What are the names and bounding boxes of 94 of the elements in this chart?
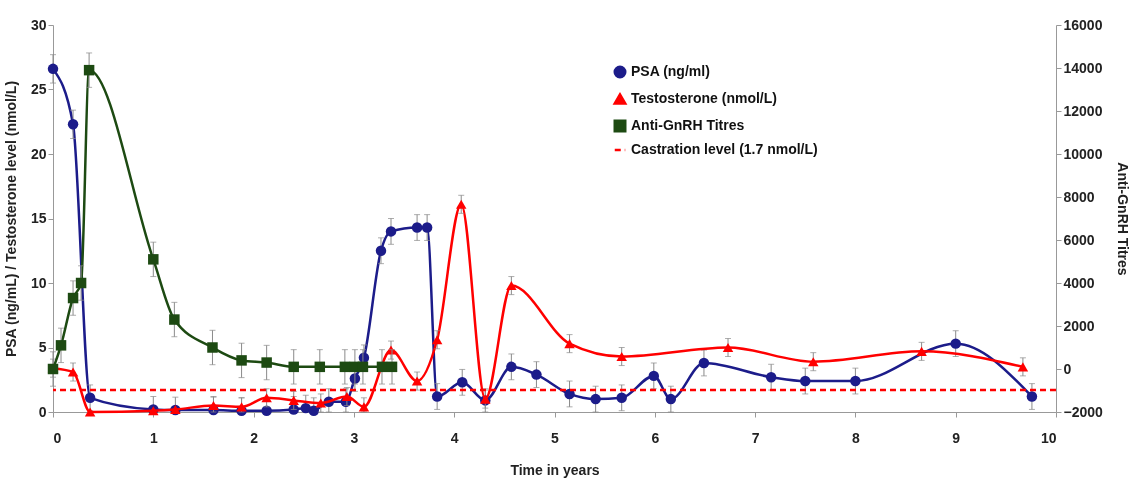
- x-tick-label: 8: [852, 429, 860, 446]
- point: [1026, 391, 1038, 402]
- x-tick-label: 4: [450, 429, 459, 446]
- legend-label: Castration level (1.7 nmol/L): [631, 141, 818, 157]
- y2-tick-label: 6000: [1063, 231, 1095, 248]
- point: [722, 342, 734, 353]
- point: [456, 377, 468, 388]
- point: [308, 405, 320, 416]
- y2-tick-label: 2000: [1063, 317, 1095, 334]
- point: [950, 338, 961, 349]
- x-tick-label: 3: [350, 429, 359, 446]
- point: [1017, 362, 1029, 372]
- point: [411, 222, 423, 233]
- y-tick-label: 10: [30, 274, 47, 291]
- point: [358, 402, 370, 412]
- point: [75, 277, 87, 289]
- x-tick-label: 1: [149, 429, 158, 446]
- y2-tick-label: 16000: [1063, 16, 1103, 33]
- y2-tick-label: 0: [1063, 360, 1072, 377]
- y-tick-label: 20: [30, 145, 47, 162]
- point: [341, 391, 353, 402]
- y-tick-label: 5: [38, 339, 47, 355]
- point: [665, 393, 677, 405]
- x-tick-label: 10: [1040, 429, 1057, 446]
- point: [261, 405, 272, 416]
- point: [83, 64, 95, 76]
- point: [564, 339, 575, 349]
- point: [375, 245, 387, 256]
- point: [850, 375, 861, 387]
- point: [765, 371, 777, 383]
- point: [84, 407, 96, 417]
- y2-tick-label: 10000: [1063, 145, 1103, 162]
- legend-label: Testosterone (nmol/L): [631, 90, 777, 106]
- x-tick-label: 9: [952, 429, 961, 446]
- point: [67, 292, 79, 304]
- point: [531, 369, 542, 380]
- y-tick-label: 25: [30, 81, 47, 97]
- x-tick-label: 2: [250, 429, 259, 446]
- point: [300, 402, 311, 414]
- point: [207, 342, 218, 353]
- point: [261, 393, 272, 403]
- point: [386, 361, 398, 373]
- legend-label: PSA (ng/ml): [631, 63, 710, 79]
- y-tick-label: 15: [30, 210, 47, 226]
- y-tick-label: 30: [30, 16, 47, 33]
- x-axis-title: Time in years: [510, 461, 600, 478]
- point: [506, 281, 517, 291]
- y-tick-label: 0: [38, 403, 47, 420]
- point: [47, 63, 59, 75]
- y-axis-title: PSA (ng/mL) / Testosterone level (nmol/L): [2, 80, 19, 358]
- point: [800, 375, 811, 387]
- y2-axis-title: Anti-GnRH Titres: [1114, 162, 1131, 276]
- x-tick-label: 7: [751, 429, 760, 446]
- point: [67, 119, 79, 130]
- point: [411, 376, 423, 386]
- point: [236, 355, 247, 366]
- legend-label: Anti-GnRH Titres: [631, 117, 745, 133]
- point: [84, 392, 96, 404]
- point: [564, 388, 575, 400]
- point: [698, 357, 710, 369]
- point: [208, 401, 219, 411]
- point: [339, 361, 351, 373]
- point: [431, 391, 443, 402]
- x-tick-label: 0: [53, 429, 62, 446]
- point: [55, 340, 67, 351]
- point: [808, 357, 819, 367]
- point: [67, 367, 79, 377]
- point: [385, 226, 397, 237]
- y2-tick-label: 4000: [1063, 274, 1095, 291]
- x-tick-label: 6: [651, 429, 660, 446]
- point: [455, 199, 467, 209]
- point: [148, 254, 159, 265]
- point: [357, 361, 369, 373]
- point: [169, 314, 180, 325]
- point: [236, 402, 247, 412]
- point: [506, 361, 517, 373]
- y2-tick-label: 8000: [1063, 188, 1095, 205]
- point: [376, 361, 388, 373]
- y2-tick-label: −2000: [1063, 403, 1104, 420]
- point: [315, 398, 327, 408]
- point: [261, 357, 272, 368]
- point: [648, 370, 660, 382]
- y2-tick-label: 12000: [1063, 102, 1103, 119]
- point: [616, 392, 627, 404]
- point: [590, 393, 601, 405]
- point: [431, 335, 443, 345]
- point: [288, 395, 299, 405]
- x-tick-label: 5: [551, 429, 560, 446]
- point: [916, 346, 927, 356]
- y2-tick-label: 14000: [1063, 59, 1103, 76]
- point: [421, 222, 433, 233]
- point: [314, 361, 326, 373]
- point: [288, 361, 299, 373]
- point: [616, 351, 627, 362]
